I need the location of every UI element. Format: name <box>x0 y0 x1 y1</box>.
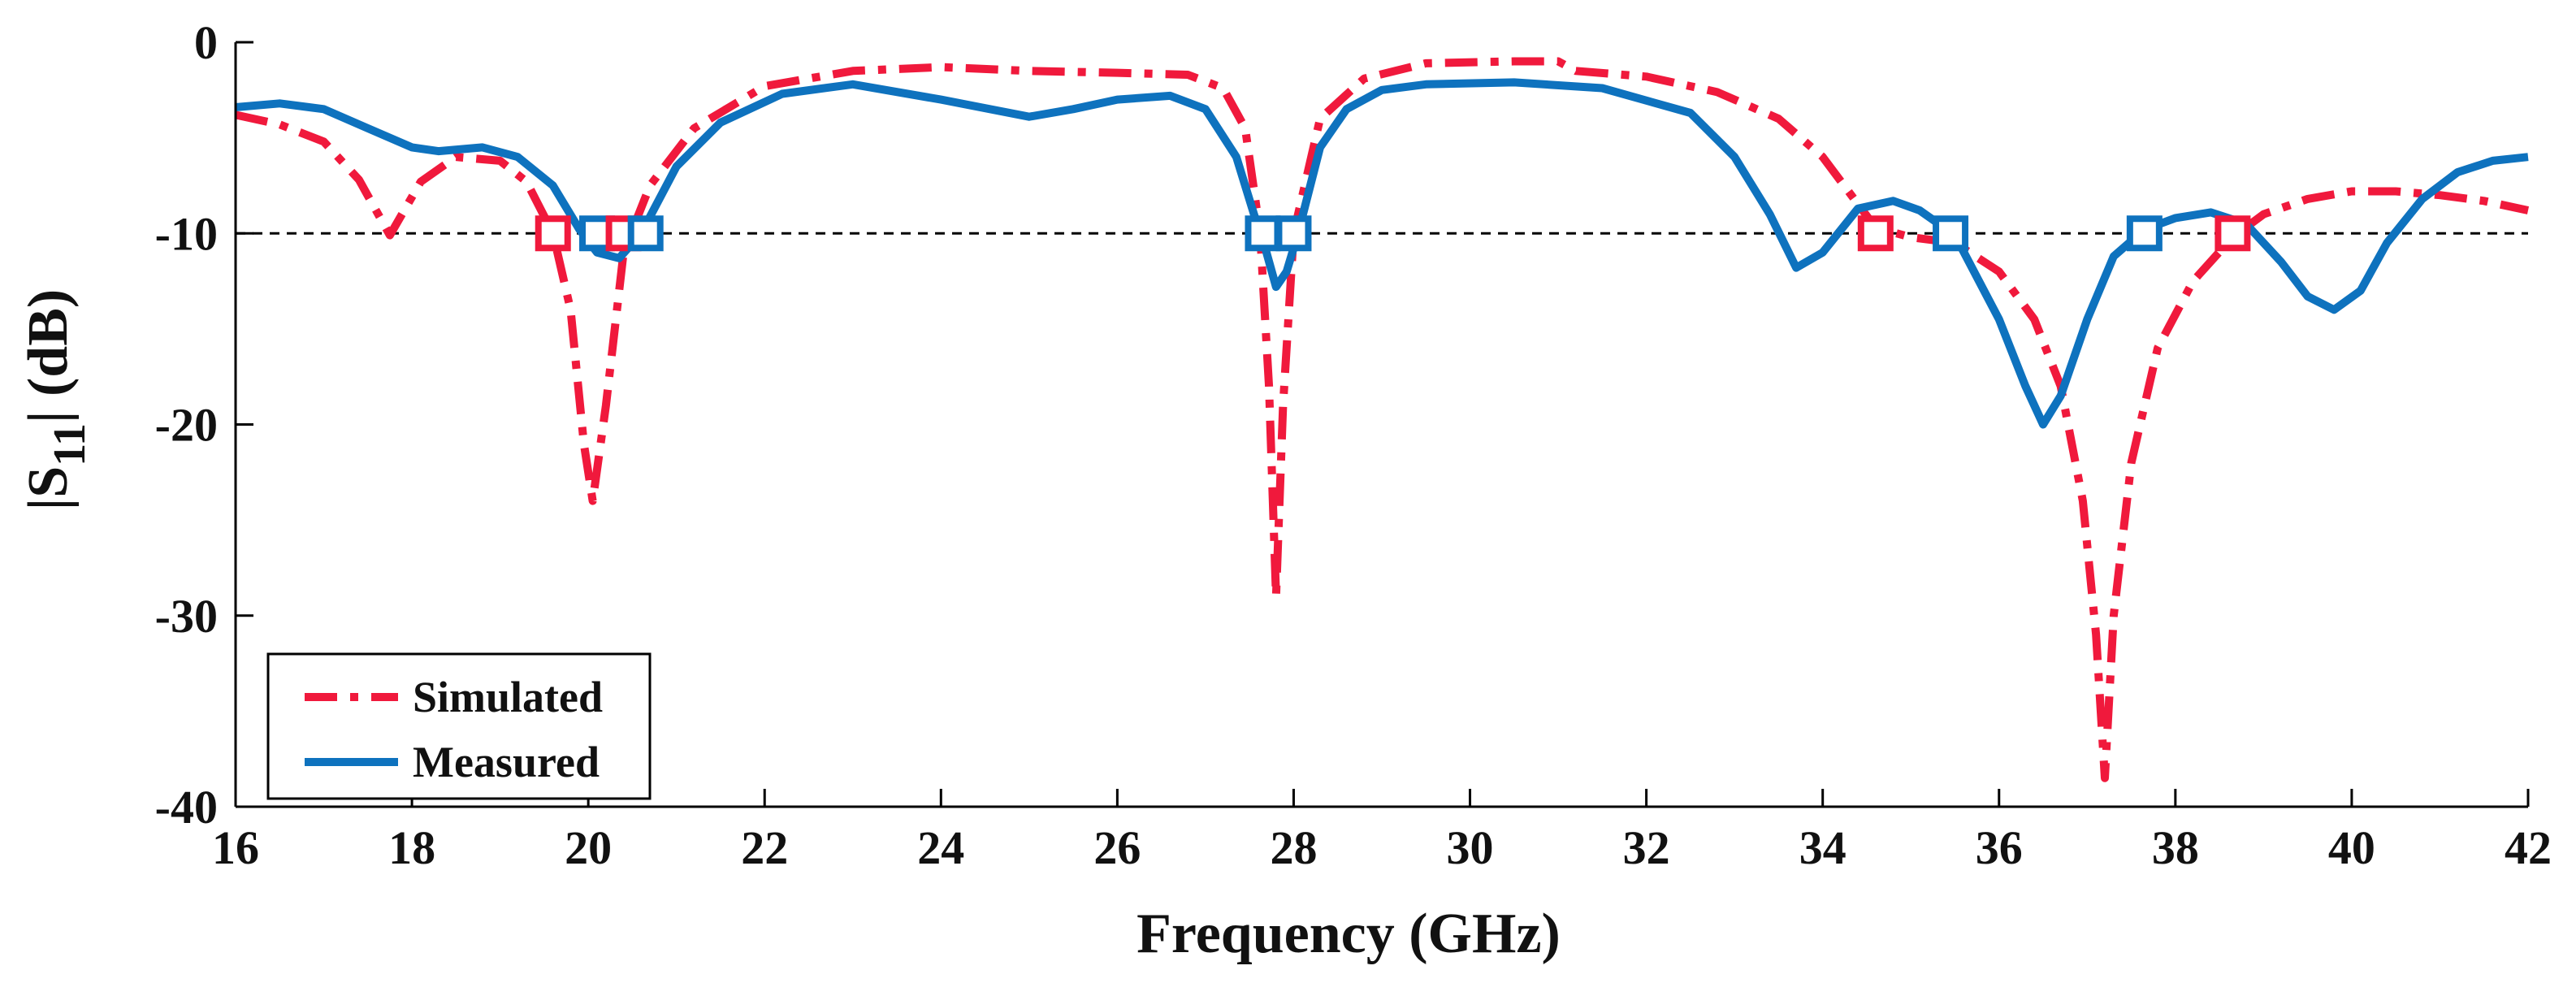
marker-measured-5 <box>1275 215 1312 252</box>
marker-measured-8 <box>2126 215 2163 252</box>
legend-label-measured: Measured <box>413 738 600 786</box>
x-tick-label: 34 <box>1799 821 1846 874</box>
y-tick-label: -30 <box>155 590 218 643</box>
y-axis-title-prefix: |S <box>17 466 80 510</box>
series-layer <box>234 57 2530 782</box>
x-tick-label: 28 <box>1270 821 1317 874</box>
legend-box <box>266 652 652 800</box>
y-tick-label: -20 <box>155 399 218 452</box>
x-axis-title: Frequency (GHz) <box>1136 903 1561 965</box>
legend-label-simulated: Simulated <box>413 673 603 721</box>
y-tick-label: 0 <box>194 16 218 69</box>
marker-measured-4 <box>1245 215 1281 252</box>
marker-simulated-9 <box>2214 215 2251 252</box>
marker-layer <box>535 215 2251 252</box>
marker-measured-3 <box>627 215 664 252</box>
x-tick-label: 26 <box>1093 821 1141 874</box>
y-axis-title-suffix: | (dB) <box>17 289 80 423</box>
y-tick-label: -10 <box>155 207 218 260</box>
y-tick-label: -40 <box>155 781 218 834</box>
legend: Simulated Measured <box>266 652 652 800</box>
tick-label-layer: 16 18 20 22 24 26 28 30 32 34 36 38 40 42 0 -10 -20 -30 -4… <box>155 16 2552 874</box>
marker-measured-7 <box>1933 215 1969 252</box>
x-tick-label: 16 <box>212 821 259 874</box>
y-axis-title: |S11| (dB) <box>17 289 95 510</box>
x-tick-label: 36 <box>1976 821 2023 874</box>
series-line-simulated <box>234 57 2530 782</box>
y-axis-title-subscript: 11 <box>45 423 95 466</box>
x-tick-label: 22 <box>741 821 788 874</box>
x-tick-label: 38 <box>2152 821 2199 874</box>
x-tick-label: 18 <box>388 821 435 874</box>
marker-simulated-0 <box>535 215 571 252</box>
x-tick-label: 42 <box>2505 821 2552 874</box>
axis-layer <box>234 41 2530 808</box>
series-line-measured <box>235 78 2529 429</box>
x-tick-label: 32 <box>1623 821 1670 874</box>
x-tick-label: 30 <box>1447 821 1494 874</box>
x-tick-label: 20 <box>565 821 612 874</box>
x-tick-label: 40 <box>2328 821 2375 874</box>
x-tick-label: 24 <box>917 821 964 874</box>
marker-simulated-6 <box>1857 215 1894 252</box>
